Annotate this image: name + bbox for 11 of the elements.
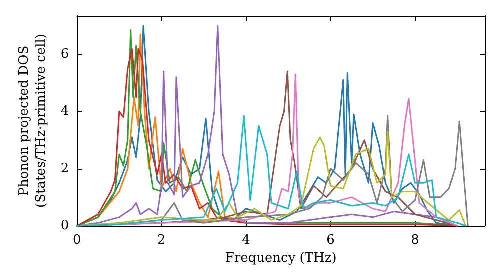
y-tick-label: 6 — [60, 47, 70, 62]
x-tick-label: 8 — [411, 233, 420, 248]
x-tick-label: 4 — [242, 233, 250, 248]
y-tick-label: 2 — [60, 161, 70, 176]
x-tick-label: 6 — [326, 233, 335, 248]
y-tick-label: 4 — [60, 104, 70, 120]
y-axis-title: Phonon projected DOS (States/THz·primitive cell) — [17, 34, 49, 208]
x-axis-title: Frequency (THz) — [225, 250, 337, 266]
x-tick-label: 2 — [158, 233, 166, 248]
x-tick-label: 0 — [73, 233, 82, 248]
y-tick-label: 0 — [60, 218, 70, 234]
